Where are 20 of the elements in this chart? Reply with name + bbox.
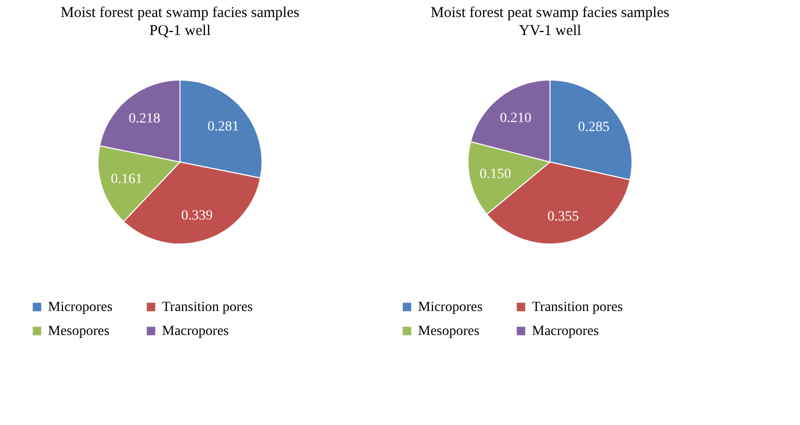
data-label: 0.285	[578, 120, 610, 135]
data-label: 0.218	[128, 112, 160, 127]
data-label: 0.355	[547, 209, 579, 224]
chart-title: Moist forest peat swamp facies samples	[430, 5, 670, 21]
legend-label: Transition pores	[162, 300, 253, 315]
data-label: 0.161	[110, 172, 142, 187]
legend-label: Micropores	[48, 300, 113, 315]
data-label: 0.210	[500, 110, 532, 126]
chart-subtitle: PQ-1 well	[149, 23, 211, 39]
data-label: 0.339	[181, 208, 213, 224]
legend-label: Micropores	[418, 300, 483, 315]
legend-label: Mesopores	[418, 324, 480, 339]
legend-label: Macropores	[162, 324, 229, 339]
legend-label: Transition pores	[532, 300, 623, 315]
legend-label: Mesopores	[48, 324, 110, 339]
legend-label: Macropores	[532, 324, 599, 339]
data-label: 0.281	[208, 119, 240, 134]
data-label: 0.150	[480, 167, 512, 182]
chart-title: Moist forest peat swamp facies samples	[60, 5, 300, 21]
chart-subtitle: YV-1 well	[518, 23, 582, 39]
